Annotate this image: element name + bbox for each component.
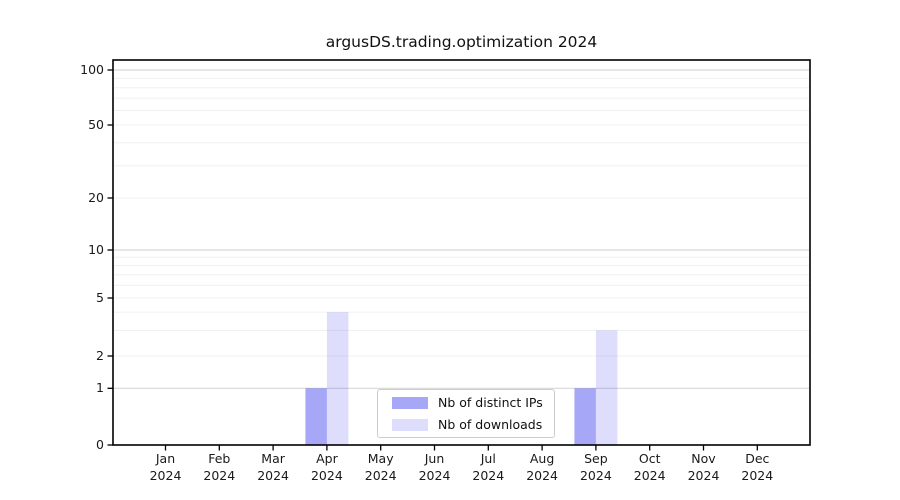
legend: Nb of distinct IPs Nb of downloads	[377, 389, 555, 438]
chart-title: argusDS.trading.optimization 2024	[325, 33, 598, 51]
y-tick-label-50: 50	[88, 117, 104, 132]
x-tick-label-jun: Jun 2024	[418, 451, 451, 483]
x-tick-label-jan: Jan 2024	[149, 451, 182, 483]
legend-label: Nb of distinct IPs	[438, 395, 543, 410]
y-tick-label-10: 10	[88, 242, 104, 257]
x-tick-label-may: May 2024	[364, 451, 397, 483]
y-tick-label-0: 0	[96, 437, 104, 452]
y-tick-label-5: 5	[96, 290, 104, 305]
legend-label: Nb of downloads	[438, 417, 543, 432]
x-tick-label-nov: Nov 2024	[687, 451, 720, 483]
y-tick-label-1: 1	[96, 380, 104, 396]
x-tick-label-apr: Apr 2024	[310, 451, 343, 483]
x-tick-label-sep: Sep 2024	[579, 451, 612, 483]
y-tick-label-20: 20	[88, 190, 104, 205]
y-tick-label-2: 2	[96, 348, 104, 363]
bar-apr-series1	[326, 312, 349, 445]
x-tick-label-mar: Mar 2024	[257, 451, 289, 483]
y-tick-label-100: 100	[80, 62, 104, 77]
legend-item-0: Nb of distinct IPs	[392, 395, 544, 410]
plot-border	[112, 59, 811, 446]
legend-swatch-icon	[392, 396, 428, 409]
x-tick-label-oct: Oct 2024	[633, 451, 666, 483]
x-tick-label-dec: Dec 2024	[741, 451, 774, 483]
bar-apr-series0	[305, 388, 327, 445]
bar-sep-series0	[574, 388, 596, 445]
x-tick-label-aug: Aug 2024	[526, 451, 558, 483]
legend-swatch-icon	[392, 418, 428, 431]
x-tick-label-feb: Feb 2024	[203, 451, 236, 483]
bar-sep-series1	[595, 330, 618, 445]
legend-item-1: Nb of downloads	[392, 417, 544, 432]
x-tick-label-jul: Jul 2024	[472, 451, 505, 483]
